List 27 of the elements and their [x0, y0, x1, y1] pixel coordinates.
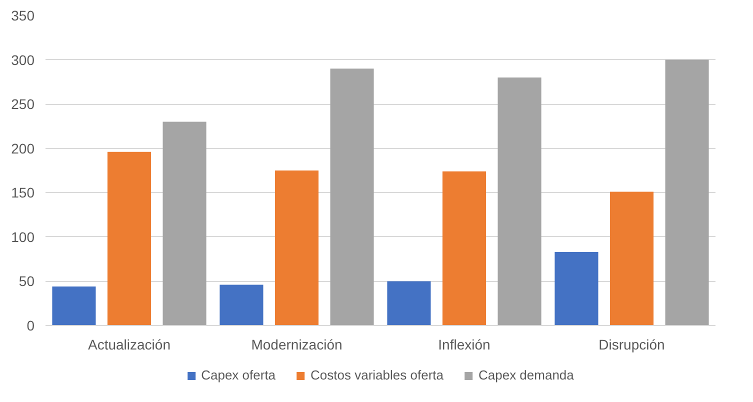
bar — [274, 170, 319, 326]
y-tick-label: 150 — [11, 184, 35, 201]
y-tick-label: 200 — [11, 140, 35, 156]
bar — [162, 122, 206, 326]
y-tick-label: 350 — [11, 8, 35, 24]
y-tick-label: 100 — [11, 228, 35, 245]
y-tick-label: 300 — [11, 52, 35, 68]
bar — [610, 192, 654, 326]
bar — [52, 286, 96, 326]
legend-label: Capex oferta — [201, 368, 276, 382]
y-tick-label: 50 — [18, 273, 35, 290]
x-tick-label: Actualización — [88, 336, 171, 352]
x-tick-label: Disrupción — [598, 336, 665, 352]
x-tick-label: Inflexión — [438, 336, 490, 352]
bar — [107, 152, 152, 326]
x-tick-label: Modernización — [251, 336, 342, 352]
legend-label: Costos variables oferta — [310, 368, 444, 382]
bar — [665, 60, 709, 326]
bar — [554, 252, 598, 326]
bar — [498, 78, 542, 326]
bar — [220, 284, 264, 326]
legend-label: Capex demanda — [478, 368, 574, 382]
y-tick-label: 250 — [11, 96, 35, 112]
bar — [442, 171, 486, 326]
y-tick-label: 0 — [26, 318, 35, 334]
bar — [330, 68, 374, 326]
bar — [387, 281, 431, 326]
